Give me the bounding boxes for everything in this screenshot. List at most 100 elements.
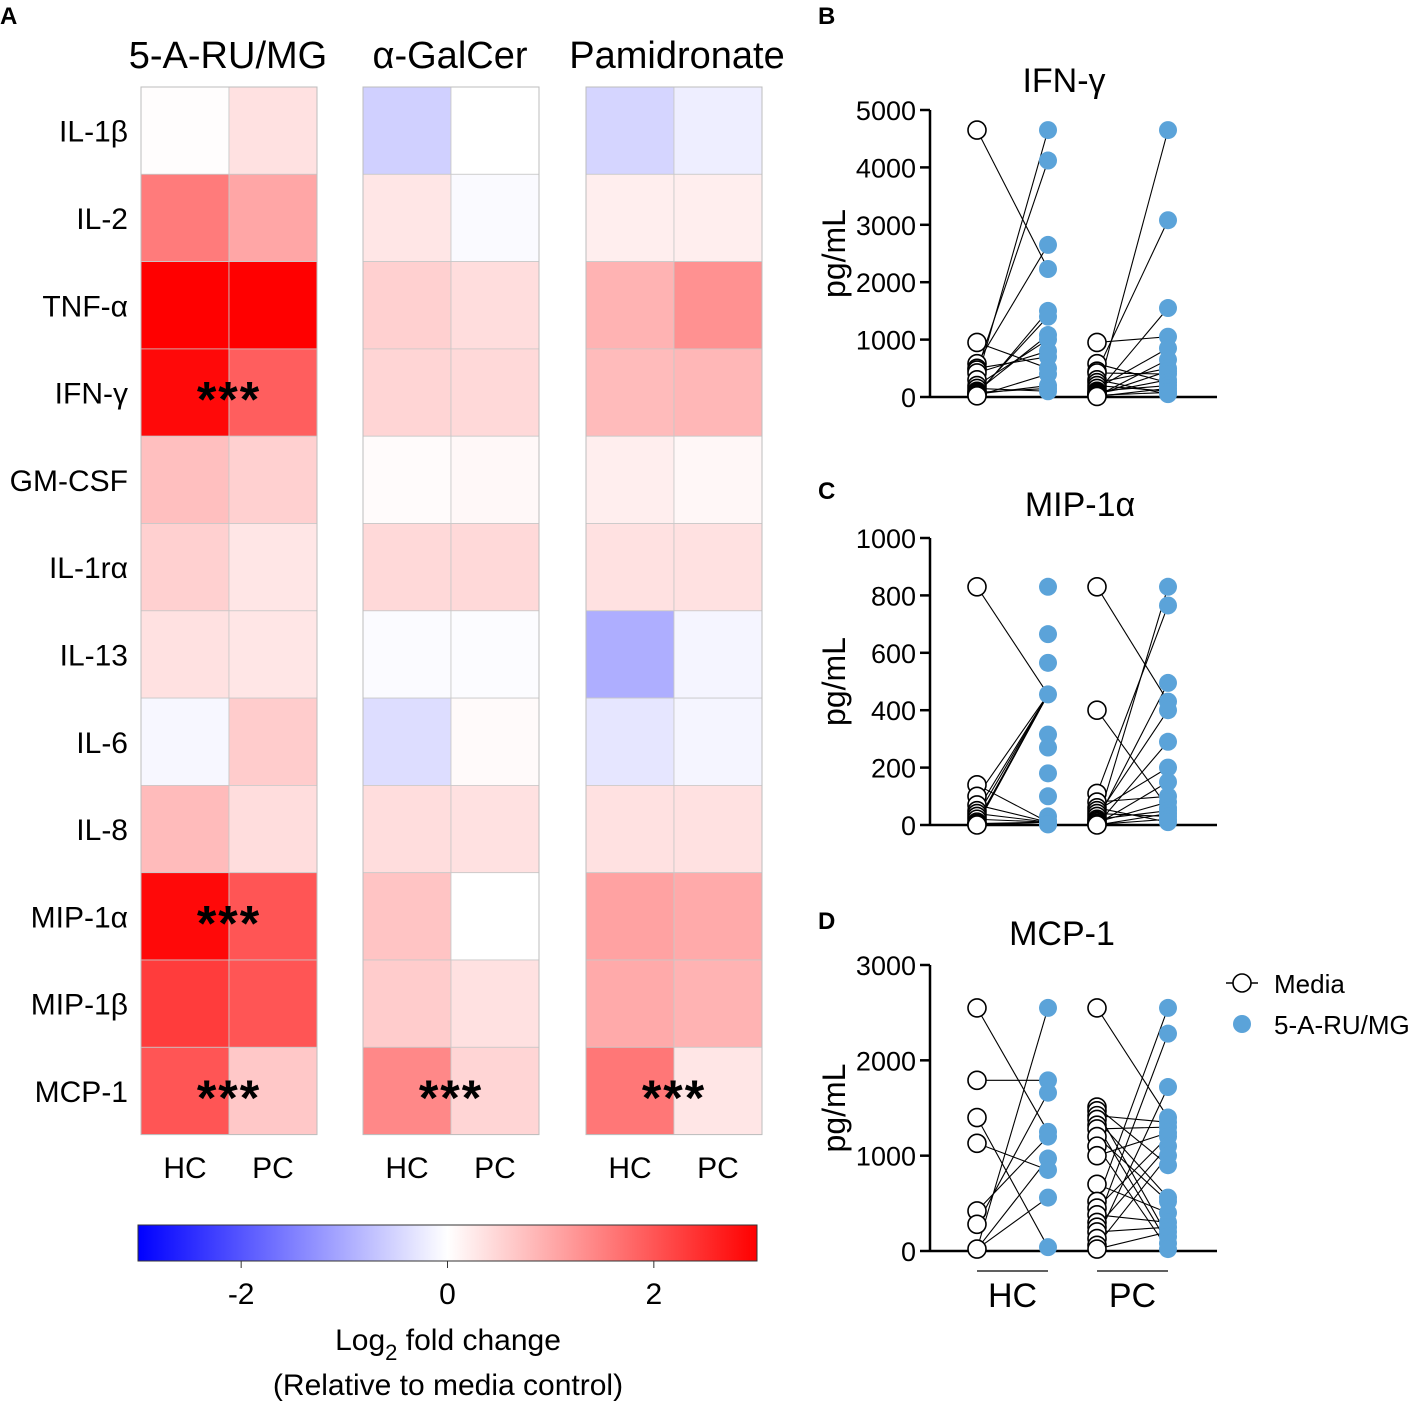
group-title-pamidronate: Pamidronate	[569, 35, 784, 77]
heatmap-cell-5-a-ru-mg-ifn-hc	[140, 348, 230, 437]
panel-label-b: B	[818, 3, 835, 30]
significance-5-a-ru-mg-mip-1: ***	[197, 895, 261, 951]
pair-line	[976, 804, 1049, 823]
legend-media-label: Media	[1274, 969, 1345, 999]
category-label-hc: HC	[988, 1277, 1037, 1315]
pair-line	[1096, 1231, 1169, 1250]
heatmap-cell-pamidronate-il-8-pc	[673, 785, 763, 874]
point-media-pc	[1087, 1239, 1107, 1259]
heatmap-cell-5-a-ru-mg-mip-1-pc	[228, 872, 318, 961]
point-media-hc	[967, 1239, 987, 1259]
column-label-5-a-ru-mg-pc: PC	[252, 1152, 294, 1185]
y-tick-label: 4000	[856, 153, 916, 183]
y-tick-label: 200	[871, 754, 916, 784]
y-axis-label: pg/mL	[816, 637, 852, 726]
point-treated-pc	[1159, 758, 1177, 777]
point-media-pc	[1087, 576, 1107, 597]
y-tick-label: 600	[871, 639, 916, 669]
y-tick-label: 2000	[856, 268, 916, 298]
heatmap-cell-pamidronate-ifn-hc	[585, 348, 675, 437]
point-treated-hc	[1039, 151, 1057, 170]
point-treated-hc	[1039, 1083, 1057, 1102]
panel-c: C MIP-1α pg/mL 0 200 400 600 800 1000	[816, 478, 1217, 841]
pair-line	[1096, 605, 1169, 794]
heatmap-cell-galcer-il-1-pc	[450, 86, 540, 175]
heatmap-row-labels: IL-1β IL-2 TNF-α IFN-γ GM-CSF IL-1rα IL-13 IL-6…	[10, 116, 128, 1109]
heatmap-cell-galcer-il-2-hc	[362, 173, 452, 263]
pair-line	[976, 818, 1049, 823]
y-tick-label: 0	[901, 383, 916, 413]
pair-lines-pc	[1096, 129, 1169, 397]
pair-lines-pc	[1096, 586, 1169, 826]
point-treated-hc	[1039, 625, 1057, 644]
heatmap-cell-5-a-ru-mg-tnf-hc	[140, 261, 230, 350]
y-tick-label: 800	[871, 581, 916, 611]
pair-lines-hc	[976, 1007, 1049, 1250]
heatmap-cell-5-a-ru-mg-il-13-pc	[228, 610, 318, 699]
panel-d: D MCP-1 pg/mL 0 1000 2000 3000 HC PC	[816, 908, 1217, 1315]
y-tick-label: 0	[901, 1237, 916, 1267]
legend-treated-marker	[1233, 1015, 1251, 1033]
point-media-pc	[1087, 1145, 1107, 1166]
point-treated-pc	[1159, 121, 1177, 140]
point-media-hc	[967, 332, 987, 353]
pair-line	[976, 160, 1049, 371]
pair-line	[1096, 1183, 1169, 1214]
pair-line	[976, 1007, 1049, 1250]
heatmap-cell-pamidronate-il-6-pc	[673, 697, 763, 786]
pair-line	[976, 310, 1049, 396]
heatmap-cell-5-a-ru-mg-mcp-1-hc	[140, 1046, 230, 1136]
heatmap-cell-pamidronate-ifn-pc	[673, 348, 763, 437]
colorbar-label-line2: (Relative to media control)	[273, 1369, 623, 1402]
pair-line	[1096, 586, 1169, 824]
pair-line	[1096, 1136, 1169, 1202]
pair-line	[976, 1117, 1049, 1248]
y-tick-label: 0	[901, 811, 916, 841]
row-label-ifn: IFN-γ	[55, 378, 128, 411]
heatmap-cell-galcer-il-1r-hc	[362, 523, 452, 612]
column-label-5-a-ru-mg-hc: HC	[163, 1152, 206, 1185]
point-treated-pc	[1159, 577, 1177, 596]
point-media-hc	[967, 998, 987, 1018]
y-axis-label: pg/mL	[816, 1064, 852, 1153]
heatmap-frame-pamidronate	[585, 86, 763, 1136]
heatmap-cell-pamidronate-il-8-hc	[585, 785, 675, 874]
point-treated-pc	[1159, 1024, 1177, 1043]
group-title-5arumg: 5-A-RU/MG	[129, 35, 327, 77]
pair-line	[1096, 1115, 1169, 1123]
point-media-hc	[967, 386, 987, 406]
pair-line	[976, 1197, 1049, 1250]
pair-line	[976, 1158, 1049, 1250]
row-label-il-1: IL-1β	[59, 116, 128, 149]
panel-title: MCP-1	[1009, 915, 1115, 953]
point-treated-hc	[1039, 725, 1057, 744]
point-treated-hc	[1039, 1071, 1057, 1090]
point-treated-hc	[1039, 382, 1057, 401]
y-tick-label: 1000	[856, 524, 916, 554]
heatmap-cell-pamidronate-mip-1-pc	[673, 872, 763, 961]
point-treated-hc	[1039, 1127, 1057, 1146]
heatmap-cells	[140, 86, 763, 1136]
panel-title: IFN-γ	[1022, 62, 1105, 100]
row-label-gm-csf: GM-CSF	[10, 465, 128, 498]
heatmap-cell-galcer-mcp-1-pc	[450, 1046, 540, 1136]
heatmap-cell-5-a-ru-mg-gm-csf-hc	[140, 435, 230, 524]
point-treated-pc	[1159, 211, 1177, 230]
significance-5-a-ru-mg-mcp-1: ***	[197, 1070, 261, 1126]
pair-line	[976, 129, 1049, 270]
point-media-pc	[1087, 386, 1107, 407]
panel-label-a: A	[0, 3, 17, 30]
point-media-pc	[1087, 1174, 1107, 1195]
row-label-il-2: IL-2	[76, 203, 128, 236]
point-media-hc	[967, 1214, 987, 1235]
panel-title: MIP-1α	[1025, 486, 1135, 524]
heatmap-cell-5-a-ru-mg-mcp-1-pc	[228, 1046, 318, 1136]
pair-line	[1096, 682, 1169, 821]
significance-galcer-mcp-1: ***	[419, 1070, 483, 1126]
point-media-pc	[1087, 998, 1107, 1018]
point-treated-pc	[1159, 299, 1177, 318]
pair-line	[1096, 387, 1169, 397]
y-tick-label: 1000	[856, 1142, 916, 1172]
pair-line	[1096, 347, 1169, 389]
pair-line	[1096, 586, 1169, 702]
